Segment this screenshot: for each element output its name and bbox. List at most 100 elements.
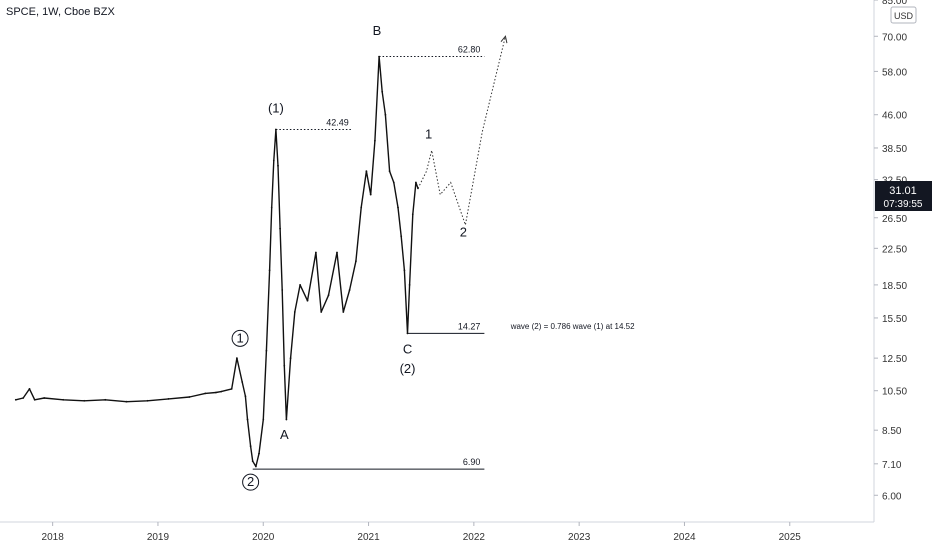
wave-label: C (403, 342, 412, 357)
price-point (285, 418, 288, 421)
price-point (281, 289, 284, 291)
price-point (299, 284, 301, 286)
x-tick-label: 2021 (357, 532, 380, 543)
wave-label: A (280, 427, 289, 442)
y-tick-label: 12.50 (882, 354, 907, 365)
price-point (289, 357, 292, 359)
time-axis[interactable]: 2018 2019 2020 2021 2022 2023 2024 2025 (42, 522, 802, 543)
y-tick-label: 10.50 (882, 387, 907, 398)
y-tick-label: 22.50 (882, 244, 907, 255)
price-point (241, 381, 244, 383)
currency-badge[interactable]: USD (890, 6, 917, 24)
y-tick-label: 70.00 (882, 32, 907, 43)
price-point (258, 452, 260, 455)
price-point (244, 395, 247, 397)
last-price-badge: 31.01 07:39:55 (875, 181, 932, 211)
y-tick-label: 6.00 (882, 491, 902, 502)
price-point (360, 206, 363, 209)
wave-circle (242, 473, 260, 491)
price-point (374, 139, 376, 142)
price-point (277, 164, 279, 167)
wave-label: B (373, 23, 382, 38)
y-tick-label: 58.00 (882, 67, 907, 78)
price-point (408, 284, 411, 286)
projection-arrowhead (500, 35, 508, 44)
price-point (403, 269, 406, 272)
price-point (381, 90, 384, 93)
wave-label: (1) (268, 101, 284, 116)
level-label: 6.90 (463, 457, 481, 467)
price-point (397, 206, 399, 209)
level-label: 14.27 (458, 321, 481, 331)
projection-wave-label: 1 (425, 127, 432, 142)
y-tick-label: 7.10 (882, 460, 902, 471)
x-tick-label: 2020 (252, 532, 275, 543)
price-point (167, 398, 170, 400)
price-point (83, 399, 86, 402)
price-point (400, 235, 403, 238)
price-axis[interactable]: 85.0070.0058.0046.0038.5032.5026.5022.50… (874, 0, 907, 502)
price-point (369, 193, 372, 196)
price-point (327, 294, 330, 297)
y-tick-label: 38.50 (882, 144, 907, 155)
last-price: 31.01 (889, 185, 917, 197)
wave-label: 1 (236, 330, 243, 345)
price-point (62, 398, 65, 401)
price-point (230, 388, 233, 390)
price-point (262, 418, 265, 421)
price-series-line[interactable] (15, 55, 419, 468)
price-point (28, 388, 31, 390)
price-point (188, 396, 191, 398)
price-point (355, 260, 357, 263)
wave-label: (2) (400, 361, 416, 376)
price-point (125, 400, 128, 403)
price-point (22, 397, 25, 399)
price-point (342, 311, 345, 313)
projection-path[interactable] (417, 36, 506, 227)
price-point (392, 181, 395, 184)
price-point (275, 128, 277, 131)
y-tick-label: 46.00 (882, 111, 907, 122)
price-point (255, 465, 257, 468)
price-point (279, 227, 281, 230)
price-point (315, 251, 317, 254)
y-tick-label: 15.50 (882, 314, 907, 325)
projection-wave-label: 2 (460, 224, 467, 239)
level-label: 42.49 (326, 118, 349, 128)
price-point (270, 206, 273, 209)
price-point (249, 445, 252, 448)
price-point (384, 113, 387, 116)
price-point (293, 311, 296, 313)
price-point (306, 299, 309, 302)
price-point (415, 181, 417, 184)
price-point (236, 357, 238, 359)
price-point (336, 251, 338, 254)
price-point (283, 364, 286, 367)
x-tick-label: 2018 (42, 532, 65, 543)
currency-label: USD (894, 11, 914, 21)
price-point (14, 398, 17, 401)
x-tick-label: 2024 (673, 532, 696, 543)
price-point (411, 213, 414, 216)
y-tick-label: 8.50 (882, 426, 902, 437)
price-point (388, 170, 391, 173)
x-tick-label: 2019 (147, 532, 170, 543)
y-tick-label: 85.00 (882, 0, 907, 7)
price-point (265, 349, 268, 352)
fib-note: wave (2) = 0.786 wave (1) at 14.52 (510, 322, 635, 331)
price-point (220, 390, 223, 393)
price-point (378, 55, 380, 58)
price-point (43, 397, 46, 399)
price-point (215, 391, 217, 394)
bar-countdown: 07:39:55 (884, 199, 923, 210)
price-point (406, 332, 409, 335)
price-point (272, 159, 275, 162)
x-tick-label: 2025 (779, 532, 802, 543)
y-tick-label: 26.50 (882, 214, 907, 225)
level-label: 62.80 (458, 45, 481, 55)
y-tick-label: 18.50 (882, 281, 907, 292)
wave-label: 2 (247, 474, 254, 489)
price-point (365, 170, 368, 173)
price-point (246, 418, 249, 421)
